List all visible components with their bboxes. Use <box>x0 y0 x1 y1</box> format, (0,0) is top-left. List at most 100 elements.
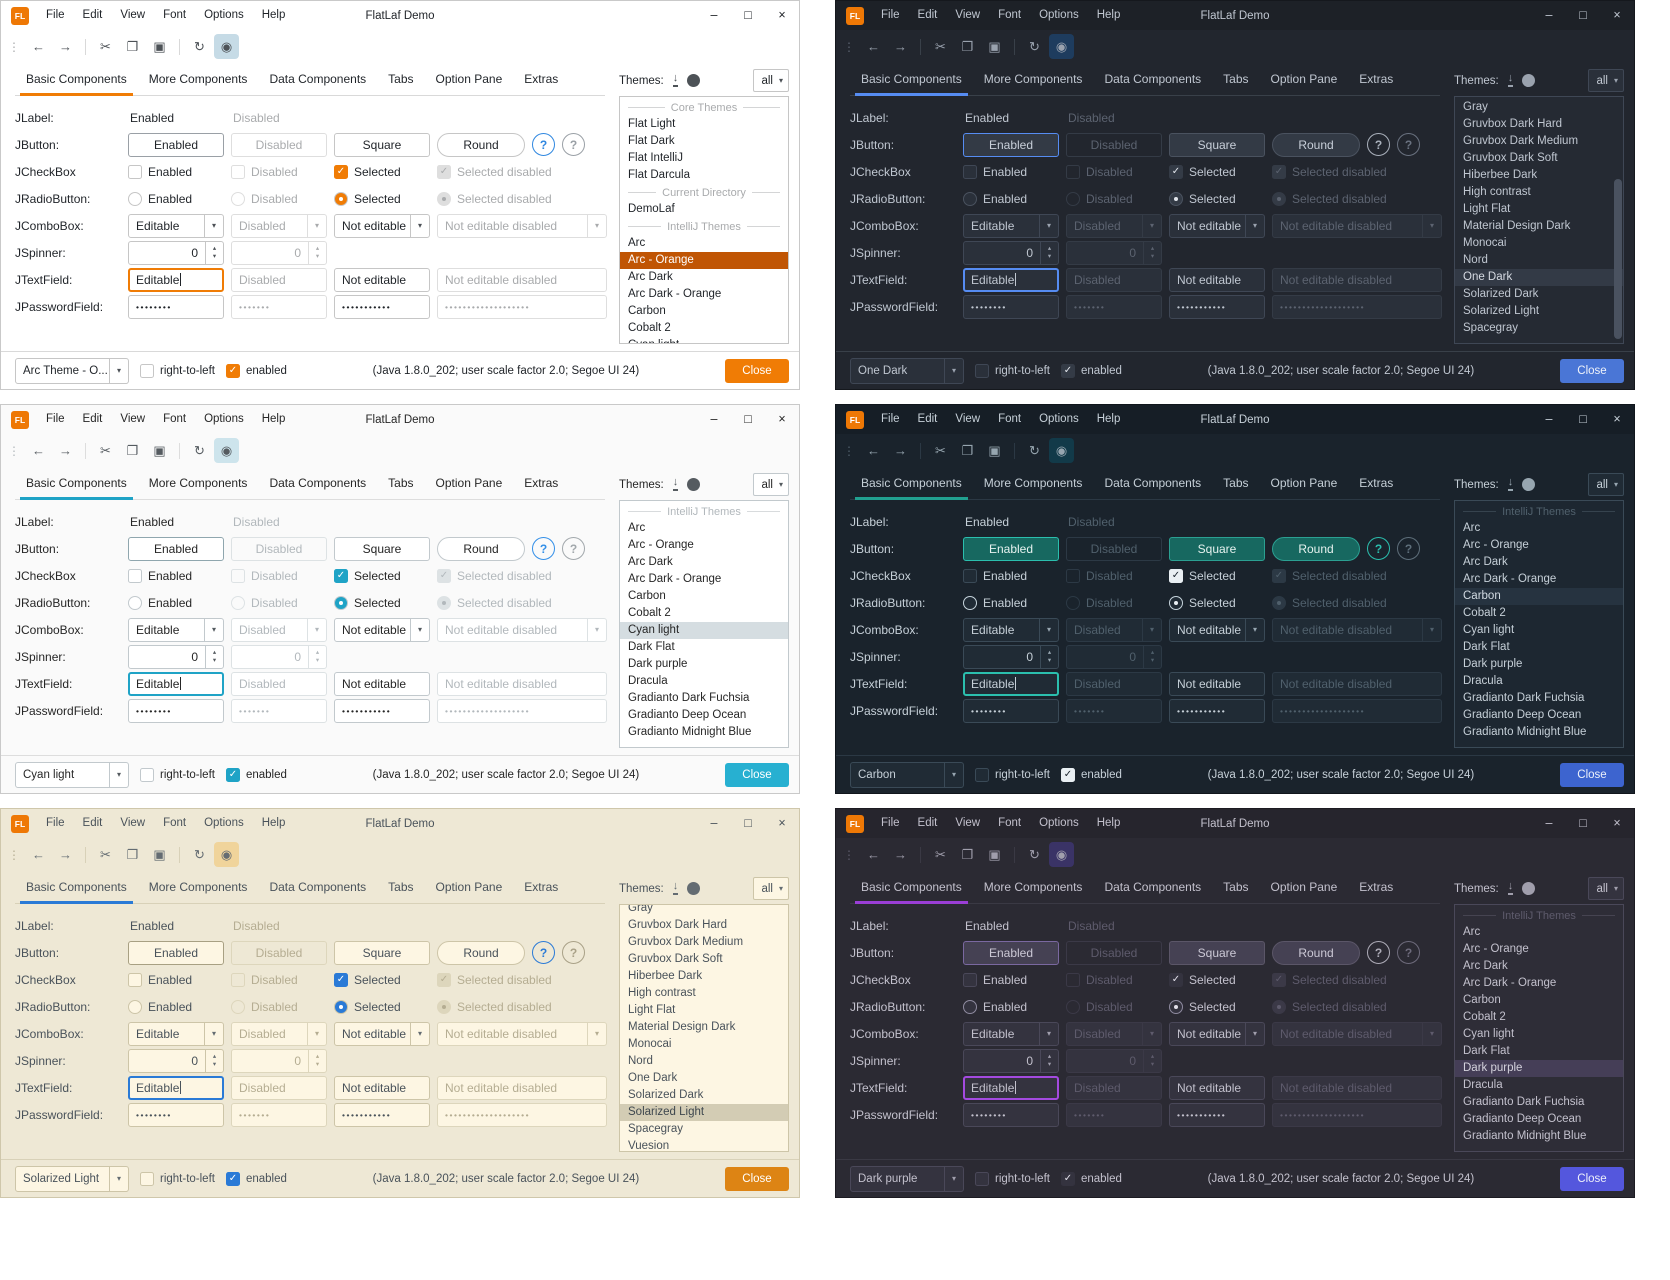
tab-option-pane[interactable]: Option Pane <box>435 72 503 86</box>
forward-icon[interactable]: → <box>59 443 72 458</box>
disabled-textfield[interactable]: Disabled <box>1066 671 1162 696</box>
password-field[interactable]: ••••••••••••••••••• <box>437 294 607 319</box>
spinner-arrows-icon[interactable]: ▴ ▾ <box>1040 645 1058 668</box>
theme-list-item-gray[interactable]: Gray <box>1463 101 1488 113</box>
theme-list-item-carbon[interactable]: Carbon <box>1455 588 1623 605</box>
copy-icon[interactable]: ❐ <box>961 846 974 862</box>
disabled-radio[interactable]: Disabled <box>231 191 327 206</box>
disabled-textfield[interactable]: Disabled <box>231 267 327 292</box>
menu-file[interactable]: File <box>881 817 900 829</box>
eye-icon[interactable]: ◉ <box>214 438 239 463</box>
not-editable-disabled-textfield[interactable]: Not editable disabled <box>437 267 607 292</box>
tab-extras[interactable]: Extras <box>1359 72 1394 86</box>
theme-list-item-vuesion[interactable]: Vuesion <box>628 1140 670 1152</box>
close-button[interactable]: Close <box>1560 1166 1624 1191</box>
enabled-checkbox[interactable]: Enabled <box>128 164 224 179</box>
theme-list-item-flat-dark[interactable]: Flat Dark <box>628 135 675 147</box>
maximize-button[interactable]: □ <box>1579 816 1587 830</box>
menu-options[interactable]: Options <box>1039 817 1079 829</box>
theme-filter-combo[interactable]: all ▾ <box>1588 877 1624 900</box>
close-window-button[interactable]: × <box>1613 8 1621 22</box>
tab-tabs[interactable]: Tabs <box>1223 72 1249 86</box>
maximize-button[interactable]: □ <box>744 816 752 830</box>
rtl-checkbox[interactable]: right-to-left <box>975 1171 1050 1186</box>
tab-option-pane[interactable]: Option Pane <box>435 476 503 490</box>
password-field[interactable]: ••••••••••• <box>1169 698 1265 723</box>
theme-list-item-nord[interactable]: Nord <box>628 1055 653 1067</box>
menu-edit[interactable]: Edit <box>82 9 103 21</box>
menu-font[interactable]: Font <box>163 817 187 829</box>
not-editable-disabled-textfield[interactable]: Not editable disabled <box>437 671 607 696</box>
theme-list-item-cyan-light[interactable]: Cyan light <box>1463 624 1515 636</box>
tab-more-components[interactable]: More Components <box>148 880 248 894</box>
theme-list-item-spacegray[interactable]: Spacegray <box>628 1123 683 1135</box>
theme-list-item-solarized-dark[interactable]: Solarized Dark <box>1463 288 1539 300</box>
back-icon[interactable]: ← <box>32 443 45 458</box>
tab-more-components[interactable]: More Components <box>148 72 248 86</box>
eye-icon[interactable]: ◉ <box>1049 842 1074 867</box>
theme-list-item-material-design-dark[interactable]: Material Design Dark <box>628 1021 736 1033</box>
enabled-radio[interactable]: Enabled <box>963 191 1059 206</box>
tab-extras[interactable]: Extras <box>524 72 559 86</box>
toolbar-grip-icon[interactable]: ⋮ <box>843 847 855 862</box>
enabled-checkbox[interactable]: Enabled <box>963 164 1059 179</box>
menu-view[interactable]: View <box>955 9 981 21</box>
disabled-radio[interactable]: Disabled <box>231 595 327 610</box>
theme-list-item-arc[interactable]: Arc <box>1463 522 1481 534</box>
tab-basic-components[interactable]: Basic Components <box>15 871 138 904</box>
github-icon[interactable] <box>1522 882 1536 895</box>
disabled-button[interactable]: Disabled <box>1066 132 1162 157</box>
spinner[interactable]: 0 ▴ ▾ <box>128 240 224 265</box>
menu-font[interactable]: Font <box>998 817 1022 829</box>
enabled-checkbox[interactable]: ✓ enabled <box>1060 767 1122 782</box>
theme-list-item-arc-dark[interactable]: Arc Dark <box>628 556 673 568</box>
back-icon[interactable]: ← <box>867 847 880 862</box>
spinner-arrows-icon[interactable]: ▴ ▾ <box>205 645 223 668</box>
github-icon[interactable] <box>1522 74 1536 87</box>
not-editable-textfield[interactable]: Not editable <box>1169 267 1265 292</box>
theme-list-item-arc-orange[interactable]: Arc - Orange <box>1463 539 1529 551</box>
forward-icon[interactable]: → <box>894 39 907 54</box>
close-window-button[interactable]: × <box>778 816 786 830</box>
copy-icon[interactable]: ❐ <box>126 846 139 862</box>
spinner-arrows-icon[interactable]: ▴ ▾ <box>1040 1049 1058 1072</box>
theme-list-item-flat-intellij[interactable]: Flat IntelliJ <box>628 152 683 164</box>
disabled-radio[interactable]: Disabled <box>1066 595 1162 610</box>
cut-icon[interactable]: ✂ <box>100 442 111 458</box>
theme-list-item-nord[interactable]: Nord <box>1463 254 1488 266</box>
theme-list-item-dark-purple[interactable]: Dark purple <box>1463 658 1523 670</box>
password-field[interactable]: ••••••••••• <box>334 698 430 723</box>
theme-list-item-arc-dark-orange[interactable]: Arc Dark - Orange <box>1463 977 1557 989</box>
spinner-arrows-icon[interactable]: ▴ ▾ <box>205 1049 223 1072</box>
rtl-checkbox[interactable]: right-to-left <box>140 363 215 378</box>
theme-list-item-cyan-light[interactable]: Cyan light <box>620 337 788 343</box>
theme-list-item-one-dark[interactable]: One Dark <box>628 1072 678 1084</box>
editable-textfield[interactable]: Editable <box>963 267 1059 292</box>
theme-list-item-material-design-dark[interactable]: Material Design Dark <box>1463 220 1571 232</box>
minimize-button[interactable]: – <box>710 8 718 22</box>
forward-icon[interactable]: → <box>894 443 907 458</box>
help-button-disabled[interactable]: ? <box>562 133 585 156</box>
spinner[interactable]: 0 ▴ ▾ <box>128 644 224 669</box>
password-field[interactable]: ••••••••••••••••••• <box>1272 1102 1442 1127</box>
close-button[interactable]: Close <box>725 762 789 787</box>
copy-icon[interactable]: ❐ <box>961 442 974 458</box>
round-button[interactable]: Round <box>437 132 525 157</box>
not-editable-disabled-combobox[interactable]: Not editable disabled ▾ <box>1272 617 1442 642</box>
copy-icon[interactable]: ❐ <box>126 442 139 458</box>
download-icon[interactable]: ↓ <box>672 881 679 895</box>
theme-list-item-cobalt-2[interactable]: Cobalt 2 <box>628 607 671 619</box>
menu-font[interactable]: Font <box>998 413 1022 425</box>
password-field[interactable]: ••••••••••• <box>334 294 430 319</box>
theme-list-item-gradianto-midnight-blue[interactable]: Gradianto Midnight Blue <box>628 726 752 738</box>
theme-list-item-arc-orange[interactable]: Arc - Orange <box>1463 943 1529 955</box>
statusbar-theme-combo[interactable]: Arc Theme - O... ▾ <box>15 357 129 384</box>
tab-basic-components[interactable]: Basic Components <box>850 871 973 904</box>
selected-disabled-checkbox[interactable]: ✓ Selected disabled <box>437 568 607 583</box>
menu-edit[interactable]: Edit <box>82 817 103 829</box>
not-editable-combobox[interactable]: Not editable ▾ <box>334 213 430 238</box>
spinner[interactable]: 0 ▴ ▾ <box>128 1048 224 1073</box>
not-editable-textfield[interactable]: Not editable <box>334 1075 430 1100</box>
enabled-radio[interactable]: Enabled <box>963 595 1059 610</box>
enabled-radio[interactable]: Enabled <box>128 999 224 1014</box>
